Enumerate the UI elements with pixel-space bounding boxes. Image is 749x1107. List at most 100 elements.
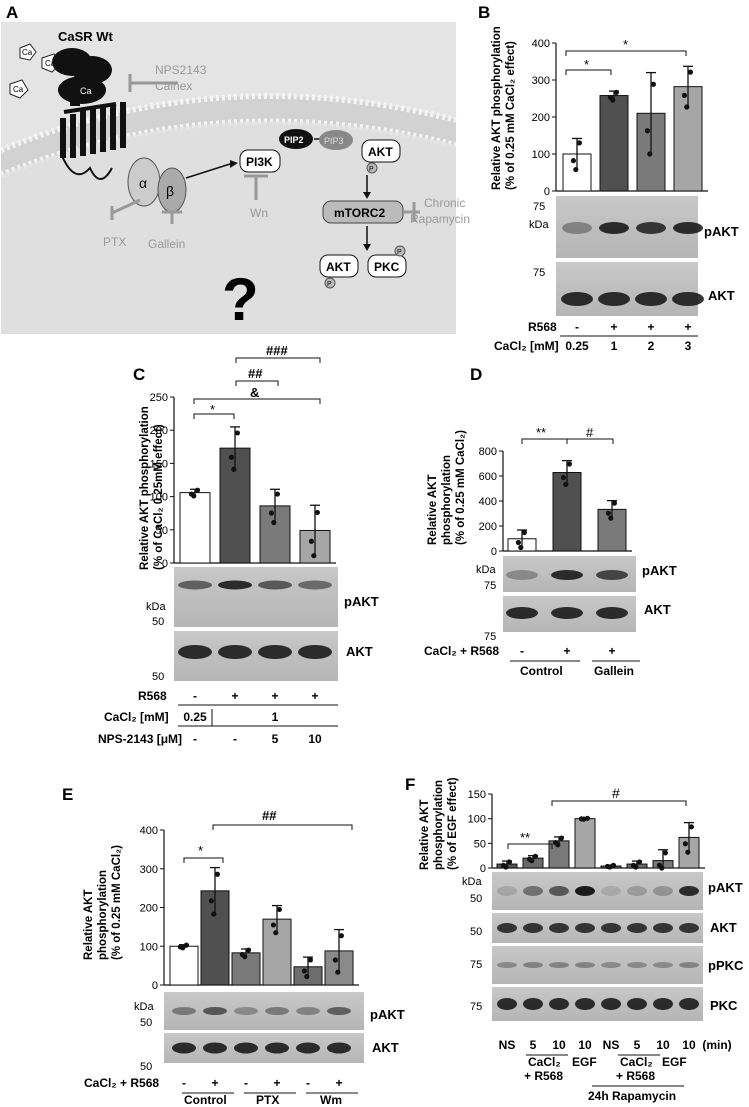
point-E-3-2 (273, 930, 279, 936)
bar-E-0 (169, 945, 199, 986)
panel-b-letter: B (478, 3, 490, 22)
sig-f-1: ** (520, 830, 530, 845)
band-bands-e-2 (234, 1007, 258, 1015)
group-e-wm: Wm (320, 1093, 342, 1107)
marker-f-kda: kDa (462, 876, 482, 888)
sig-c-1: ### (266, 343, 288, 358)
row-c-nps-3: 10 (308, 732, 322, 746)
tick-label-E-200: 200 (140, 903, 158, 915)
point-F-0-1 (506, 859, 512, 865)
row-b-ca-2: 2 (648, 339, 655, 353)
point-B-1-1 (613, 89, 620, 95)
row-c-r568-3: + (311, 689, 318, 703)
band-bands-b-3 (672, 292, 704, 306)
panel-b-ylabel-2: (% of 0.25 mM CaCl₂ effect) (505, 41, 517, 190)
label-f-pkc: PKC (710, 998, 738, 1013)
point-B-1-2 (610, 97, 616, 103)
band-bands-f-7 (679, 962, 699, 968)
group-f-r568-2: + R568 (616, 1069, 655, 1083)
receptor-label: CaSR Wt (58, 29, 114, 44)
band-bands-e-3 (265, 1007, 289, 1015)
bar-C-0 (179, 492, 211, 564)
svg-text:PKC: PKC (374, 260, 400, 274)
row-e-1: + (211, 1076, 218, 1090)
point-B-3-0 (681, 92, 688, 98)
row-f-3: 10 (578, 1038, 592, 1052)
tick-label-B-0: 0 (544, 186, 550, 198)
point-E-5-2 (335, 969, 341, 975)
band-bands-f-7 (679, 998, 699, 1010)
marker-f-50a: 50 (470, 893, 482, 905)
band-bands-f-1 (523, 998, 543, 1010)
svg-text:P: P (327, 281, 332, 288)
inhibitor-nps2143: NPS2143 (155, 63, 207, 77)
point-E-4-2 (304, 973, 310, 980)
band-bands-c-2 (258, 645, 292, 659)
group-d-gallein: Gallein (594, 664, 634, 678)
pip3-node (319, 130, 353, 150)
marker-b-75a: 75 (533, 201, 545, 213)
row-c-nps-label: NPS-2143 [μM] (98, 732, 182, 746)
band-bands-f-1 (523, 923, 543, 933)
band-bands-c-0 (178, 580, 212, 590)
label-e-pakt: pAKT (370, 1007, 405, 1022)
point-E-3-1 (276, 906, 282, 913)
row-c-ca-1: 1 (272, 710, 279, 724)
point-D-0-0 (515, 539, 522, 546)
band-bands-f-2 (549, 998, 569, 1010)
panel-b-ylabel: Relative AKT phosphorylation (491, 26, 503, 190)
inhibitor-calhex: Calhex (155, 79, 192, 93)
tick-label-B-100: 100 (532, 149, 550, 161)
point-B-0-0 (570, 158, 577, 164)
tick-label-C-100: 100 (150, 492, 168, 504)
svg-text:PI3K: PI3K (246, 155, 273, 169)
blot-b-akt (556, 262, 698, 316)
marker-e-kda: kDa (134, 1001, 154, 1013)
band-bands-f-2 (549, 962, 569, 968)
svg-text:β: β (166, 183, 174, 199)
band-bands-f-4 (601, 962, 621, 968)
band-bands-d-0 (506, 607, 538, 619)
point-E-4-1 (307, 957, 313, 963)
bar-B-1 (599, 95, 629, 192)
tick-label-D-600: 600 (479, 471, 497, 483)
point-B-0-1 (576, 140, 583, 146)
band-bands-f-1 (523, 886, 543, 896)
point-E-1-0 (208, 898, 214, 904)
sig-b-star-2: * (623, 37, 628, 52)
marker-f-50b: 50 (470, 926, 482, 938)
group-e-ptx: PTX (256, 1093, 279, 1107)
sig-e: * ## (183, 808, 353, 863)
point-F-0-2 (503, 864, 509, 870)
row-c-ca-label: CaCl₂ [mM] (104, 710, 169, 724)
panel-e-ylabel-3: (% of 0.25 mM CaCl₂) (111, 845, 123, 960)
band-bands-c-3 (298, 645, 332, 659)
row-f-5: 5 (634, 1038, 641, 1052)
panel-f: F Relative AKT phosphorylation (% of EGF… (405, 775, 744, 1103)
sig-f-2: # (612, 785, 620, 801)
label-b-pakt: pAKT (704, 224, 739, 239)
bar-F-3 (574, 818, 596, 869)
group-f-rapamycin: 24h Rapamycin (588, 1089, 676, 1103)
point-D-2-1 (611, 500, 618, 506)
tick-label-B-400: 400 (532, 38, 550, 50)
point-F-1-1 (532, 853, 539, 859)
sig-d: ** # (521, 425, 614, 444)
label-f-akt: AKT (710, 920, 737, 935)
svg-text:Ca: Ca (13, 85, 24, 94)
band-bands-b-0 (562, 222, 592, 234)
point-B-2-0 (644, 128, 651, 134)
tick-label-F-100: 100 (468, 814, 486, 826)
band-bands-d-1 (551, 570, 583, 580)
band-bands-d-1 (551, 607, 583, 619)
sig-c: ### ## & * (193, 343, 321, 419)
band-bands-f-7 (679, 886, 699, 896)
panel-e-letter: E (62, 785, 73, 804)
row-c-r568-0: - (193, 689, 197, 703)
sig-d-1: ** (536, 425, 546, 440)
point-F-6-1 (662, 850, 669, 856)
svg-text:mTORC2: mTORC2 (334, 206, 385, 220)
tick-label-B-300: 300 (532, 75, 550, 87)
chart-c: 0 50 100 150 200 250 (150, 392, 336, 570)
row-f-6: 10 (656, 1038, 670, 1052)
